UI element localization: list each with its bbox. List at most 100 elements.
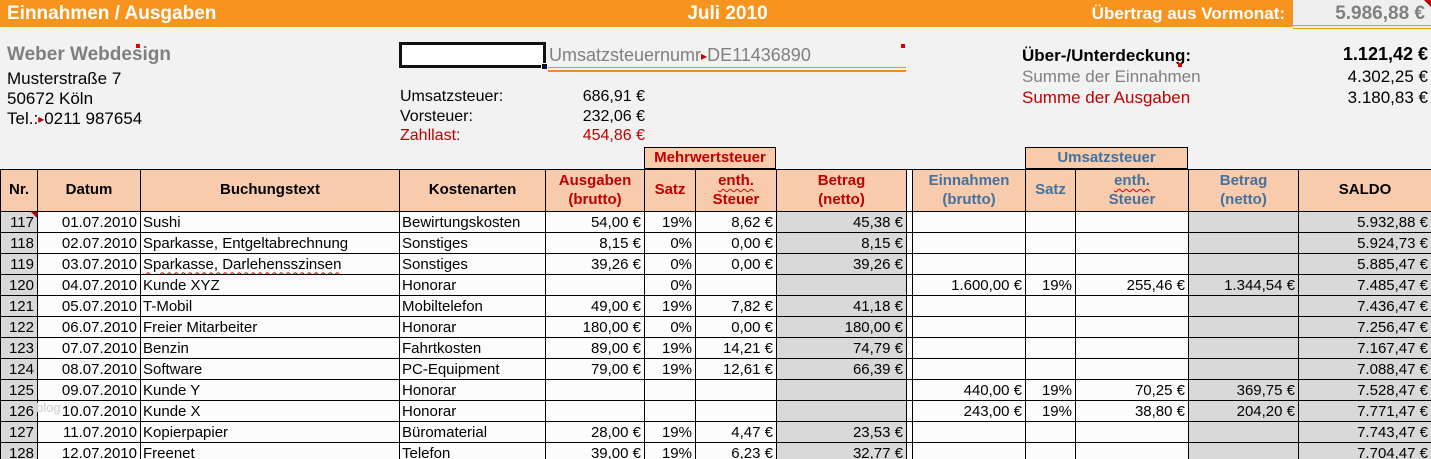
cell-betrag-netto-ust[interactable] [1188, 316, 1299, 338]
cell-satz-ust[interactable] [1025, 316, 1076, 338]
col-header-betrag-netto-mwst[interactable]: Betrag (netto) [776, 169, 907, 212]
cell-ausgaben-brutto[interactable]: 8,15 € [545, 232, 645, 254]
col-header-nr[interactable]: Nr. [0, 169, 38, 212]
cell-saldo[interactable]: 7.704,47 € [1298, 442, 1431, 459]
cell-enth-steuer-mwst[interactable] [695, 274, 777, 296]
cell-betrag-netto-mwst[interactable]: 45,38 € [776, 211, 907, 233]
cell-kostenarten[interactable]: Honorar [399, 379, 546, 401]
cell-satz-mwst[interactable]: 0% [644, 253, 696, 275]
cell-einnahmen-brutto[interactable]: 440,00 € [912, 379, 1026, 401]
cell-kostenarten[interactable]: Sonstiges [399, 232, 546, 254]
cell-einnahmen-brutto[interactable] [912, 358, 1026, 380]
cell-enth-steuer-ust[interactable] [1075, 295, 1189, 317]
col-header-satz-ust[interactable]: Satz [1025, 169, 1076, 212]
cell-enth-steuer-mwst[interactable]: 0,00 € [695, 253, 777, 275]
cell-saldo[interactable]: 7.088,47 € [1298, 358, 1431, 380]
cell-saldo[interactable]: 5.932,88 € [1298, 211, 1431, 233]
cell-nr[interactable]: 121 [0, 295, 38, 317]
cell-datum[interactable]: 05.07.2010 [37, 295, 141, 317]
zahllast-label[interactable]: Zahllast: [400, 127, 461, 144]
cell-buchungstext[interactable]: Kunde XYZ [140, 274, 400, 296]
cell-nr[interactable]: 128 [0, 442, 38, 459]
cell-datum[interactable]: 10.07.2010 [37, 400, 141, 422]
cell-nr[interactable]: 124 [0, 358, 38, 380]
cell-satz-ust[interactable] [1025, 253, 1076, 275]
cell-ausgaben-brutto[interactable]: 89,00 € [545, 337, 645, 359]
cell-buchungstext[interactable]: Kopierpapier [140, 421, 400, 443]
company-phone[interactable]: Tel.:▸0211 987654 [7, 109, 142, 129]
cell-betrag-netto-mwst[interactable] [776, 379, 907, 401]
cell-nr[interactable]: 126 [0, 400, 38, 422]
cell-betrag-netto-mwst[interactable] [776, 400, 907, 422]
cell-buchungstext[interactable]: Kunde Y [140, 379, 400, 401]
cell-einnahmen-brutto[interactable]: 243,00 € [912, 400, 1026, 422]
cell-enth-steuer-mwst[interactable]: 6,23 € [695, 442, 777, 459]
cell-nr[interactable]: 127 [0, 421, 38, 443]
cell-nr[interactable]: 122 [0, 316, 38, 338]
cell-betrag-netto-mwst[interactable]: 66,39 € [776, 358, 907, 380]
cell-ausgaben-brutto[interactable]: 28,00 € [545, 421, 645, 443]
vorsteuer-value[interactable]: 232,06 € [582, 108, 645, 125]
cell-datum[interactable]: 09.07.2010 [37, 379, 141, 401]
cell-kostenarten[interactable]: Büromaterial [399, 421, 546, 443]
umsatzsteuer-label[interactable]: Umsatzsteuer: [400, 88, 504, 105]
cell-saldo[interactable]: 5.885,47 € [1298, 253, 1431, 275]
col-header-datum[interactable]: Datum [37, 169, 141, 212]
company-street[interactable]: Musterstraße 7 [7, 69, 122, 88]
coverage-value[interactable]: 1.121,42 € [1342, 44, 1428, 64]
cell-enth-steuer-ust[interactable] [1075, 253, 1189, 275]
cell-enth-steuer-mwst[interactable]: 0,00 € [695, 316, 777, 338]
cell-datum[interactable]: 03.07.2010 [37, 253, 141, 275]
zahllast-value[interactable]: 454,86 € [582, 127, 645, 144]
col-header-enth-steuer-mwst[interactable]: enth. Steuer [695, 169, 777, 212]
cell-satz-ust[interactable] [1025, 211, 1076, 233]
sheet-title[interactable]: Einnahmen / Ausgaben [7, 3, 217, 24]
cell-satz-mwst[interactable]: 19% [644, 421, 696, 443]
cell-satz-mwst[interactable]: 0% [644, 316, 696, 338]
cell-satz-ust[interactable] [1025, 442, 1076, 459]
cell-satz-ust[interactable] [1025, 421, 1076, 443]
cell-betrag-netto-ust[interactable] [1188, 358, 1299, 380]
cell-einnahmen-brutto[interactable]: 1.600,00 € [912, 274, 1026, 296]
cell-ausgaben-brutto[interactable] [545, 379, 645, 401]
vorsteuer-label[interactable]: Vorsteuer: [400, 108, 473, 125]
cell-ausgaben-brutto[interactable] [545, 400, 645, 422]
cell-enth-steuer-ust[interactable]: 38,80 € [1075, 400, 1189, 422]
company-name[interactable]: Weber Webdesign [7, 44, 171, 65]
cell-einnahmen-brutto[interactable] [912, 232, 1026, 254]
cell-buchungstext[interactable]: Sushi [140, 211, 400, 233]
cell-enth-steuer-mwst[interactable]: 7,82 € [695, 295, 777, 317]
cell-enth-steuer-ust[interactable] [1075, 211, 1189, 233]
cell-enth-steuer-ust[interactable] [1075, 337, 1189, 359]
selected-cell[interactable] [399, 42, 548, 70]
cell-betrag-netto-mwst[interactable]: 23,53 € [776, 421, 907, 443]
cell-kostenarten[interactable]: PC-Equipment [399, 358, 546, 380]
cell-nr[interactable]: 120 [0, 274, 38, 296]
cell-enth-steuer-mwst[interactable]: 0,00 € [695, 232, 777, 254]
cell-buchungstext[interactable]: T-Mobil [140, 295, 400, 317]
cell-satz-mwst[interactable]: 19% [644, 358, 696, 380]
cell-satz-ust[interactable] [1025, 358, 1076, 380]
cell-satz-ust[interactable] [1025, 337, 1076, 359]
col-header-satz-mwst[interactable]: Satz [644, 169, 696, 212]
cell-einnahmen-brutto[interactable] [912, 421, 1026, 443]
coverage-label[interactable]: Über-/Unterdeckung: [1022, 46, 1192, 65]
cell-betrag-netto-ust[interactable] [1188, 337, 1299, 359]
col-header-ausgaben[interactable]: Ausgaben (brutto) [545, 169, 645, 212]
cell-kostenarten[interactable]: Honorar [399, 274, 546, 296]
cell-einnahmen-brutto[interactable] [912, 337, 1026, 359]
cell-satz-ust[interactable] [1025, 295, 1076, 317]
cell-ausgaben-brutto[interactable]: 49,00 € [545, 295, 645, 317]
expense-sum-label[interactable]: Summe der Ausgaben [1022, 88, 1191, 107]
mwst-group-header[interactable]: Mehrwertsteuer [644, 147, 776, 169]
cell-buchungstext[interactable]: Kunde X [140, 400, 400, 422]
cell-betrag-netto-ust[interactable] [1188, 211, 1299, 233]
cell-saldo[interactable]: 7.485,47 € [1298, 274, 1431, 296]
cell-enth-steuer-ust[interactable]: 70,25 € [1075, 379, 1189, 401]
cell-betrag-netto-mwst[interactable]: 180,00 € [776, 316, 907, 338]
cell-buchungstext[interactable]: Freenet [140, 442, 400, 459]
cell-kostenarten[interactable]: Honorar [399, 400, 546, 422]
cell-buchungstext[interactable]: Software [140, 358, 400, 380]
cell-enth-steuer-mwst[interactable] [695, 379, 777, 401]
cell-ausgaben-brutto[interactable] [545, 274, 645, 296]
